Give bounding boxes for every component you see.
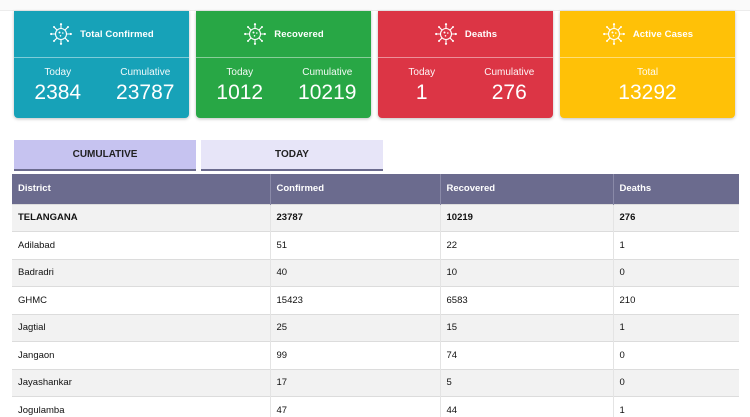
column-header-recovered[interactable]: Recovered — [440, 174, 614, 204]
card-title: Active Cases — [632, 28, 694, 40]
top-bar — [0, 0, 750, 11]
confirmed-cell: 23787 — [270, 203, 441, 232]
table-row: Jayashankar 17 5 0 — [12, 368, 739, 397]
deaths-card: Deaths Today 1 Cumulative 276 — [378, 11, 553, 118]
table-row: Jagtial 25 15 1 — [12, 313, 739, 342]
card-title: Deaths — [464, 28, 498, 40]
today-value: 2384 — [34, 81, 82, 104]
card-title: Recovered — [274, 28, 324, 40]
confirmed-cell: 17 — [270, 368, 441, 397]
card-header: Total Confirmed — [14, 11, 189, 58]
card-header: Deaths — [378, 11, 553, 58]
deaths-cell: 210 — [613, 286, 739, 314]
deaths-cell: 1 — [613, 396, 739, 417]
deaths-cell: 1 — [613, 313, 739, 342]
confirmed-cell: 40 — [270, 258, 441, 287]
virus-icon — [49, 22, 73, 46]
total-label: Total — [636, 67, 659, 78]
cumulative-label: Cumulative — [302, 67, 353, 78]
district-cell: GHMC — [12, 286, 271, 314]
recovered-cell: 22 — [440, 231, 614, 259]
deaths-cell: 0 — [613, 368, 739, 397]
confirmed-cell: 99 — [270, 341, 441, 369]
deaths-cell: 0 — [613, 341, 739, 369]
recovered-cell: 5 — [440, 368, 614, 397]
total-value: 13292 — [618, 81, 677, 104]
tab-cumulative[interactable]: CUMULATIVE — [14, 140, 196, 171]
today-label: Today — [226, 67, 254, 78]
column-header-confirmed[interactable]: Confirmed — [270, 174, 441, 204]
recovered-card: Recovered Today 1012 Cumulative 10219 — [196, 11, 371, 118]
active-cases-card: Active Cases Total 13292 — [560, 11, 735, 118]
recovered-cell: 6583 — [440, 286, 614, 314]
virus-icon — [243, 22, 267, 46]
cumulative-value: 23787 — [116, 81, 175, 104]
table-row-total: TELANGANA 23787 10219 276 — [12, 203, 739, 232]
recovered-cell: 10219 — [440, 203, 614, 232]
district-cell: Jangaon — [12, 341, 271, 369]
cumulative-label: Cumulative — [120, 67, 171, 78]
cumulative-label: Cumulative — [484, 67, 535, 78]
table-row: Jangaon 99 74 0 — [12, 341, 739, 369]
recovered-cell: 44 — [440, 396, 614, 417]
cumulative-value: 276 — [491, 81, 527, 104]
table-row: Adilabad 51 22 1 — [12, 231, 739, 259]
card-title: Total Confirmed — [80, 28, 154, 40]
district-cell: Jagtial — [12, 313, 271, 342]
recovered-cell: 74 — [440, 341, 614, 369]
deaths-cell: 1 — [613, 231, 739, 259]
column-header-district[interactable]: District — [12, 174, 271, 204]
district-cell: Badradri — [12, 258, 271, 287]
card-header: Active Cases — [560, 11, 735, 58]
virus-icon — [602, 22, 626, 46]
table-row: GHMC 15423 6583 210 — [12, 286, 739, 314]
confirmed-cell: 15423 — [270, 286, 441, 314]
district-cell: TELANGANA — [12, 203, 271, 232]
total-confirmed-card: Total Confirmed Today 2384 Cumulative 23… — [14, 11, 189, 118]
today-label: Today — [408, 67, 436, 78]
table-header-row: District Confirmed Recovered Deaths — [12, 174, 739, 204]
column-header-deaths[interactable]: Deaths — [613, 174, 739, 204]
today-value: 1012 — [216, 81, 264, 104]
district-table: District Confirmed Recovered Deaths TELA… — [12, 174, 739, 417]
district-cell: Adilabad — [12, 231, 271, 259]
recovered-cell: 10 — [440, 258, 614, 287]
today-value: 1 — [415, 81, 428, 104]
recovered-cell: 15 — [440, 313, 614, 342]
virus-icon — [434, 22, 458, 46]
table-row: Jogulamba 47 44 1 — [12, 396, 739, 417]
deaths-cell: 276 — [613, 203, 739, 232]
today-label: Today — [44, 67, 72, 78]
card-header: Recovered — [196, 11, 371, 58]
confirmed-cell: 51 — [270, 231, 441, 259]
cumulative-value: 10219 — [298, 81, 357, 104]
deaths-cell: 0 — [613, 258, 739, 287]
confirmed-cell: 25 — [270, 313, 441, 342]
table-row: Badradri 40 10 0 — [12, 258, 739, 287]
district-cell: Jogulamba — [12, 396, 271, 417]
confirmed-cell: 47 — [270, 396, 441, 417]
district-cell: Jayashankar — [12, 368, 271, 397]
tab-today[interactable]: TODAY — [201, 140, 383, 171]
